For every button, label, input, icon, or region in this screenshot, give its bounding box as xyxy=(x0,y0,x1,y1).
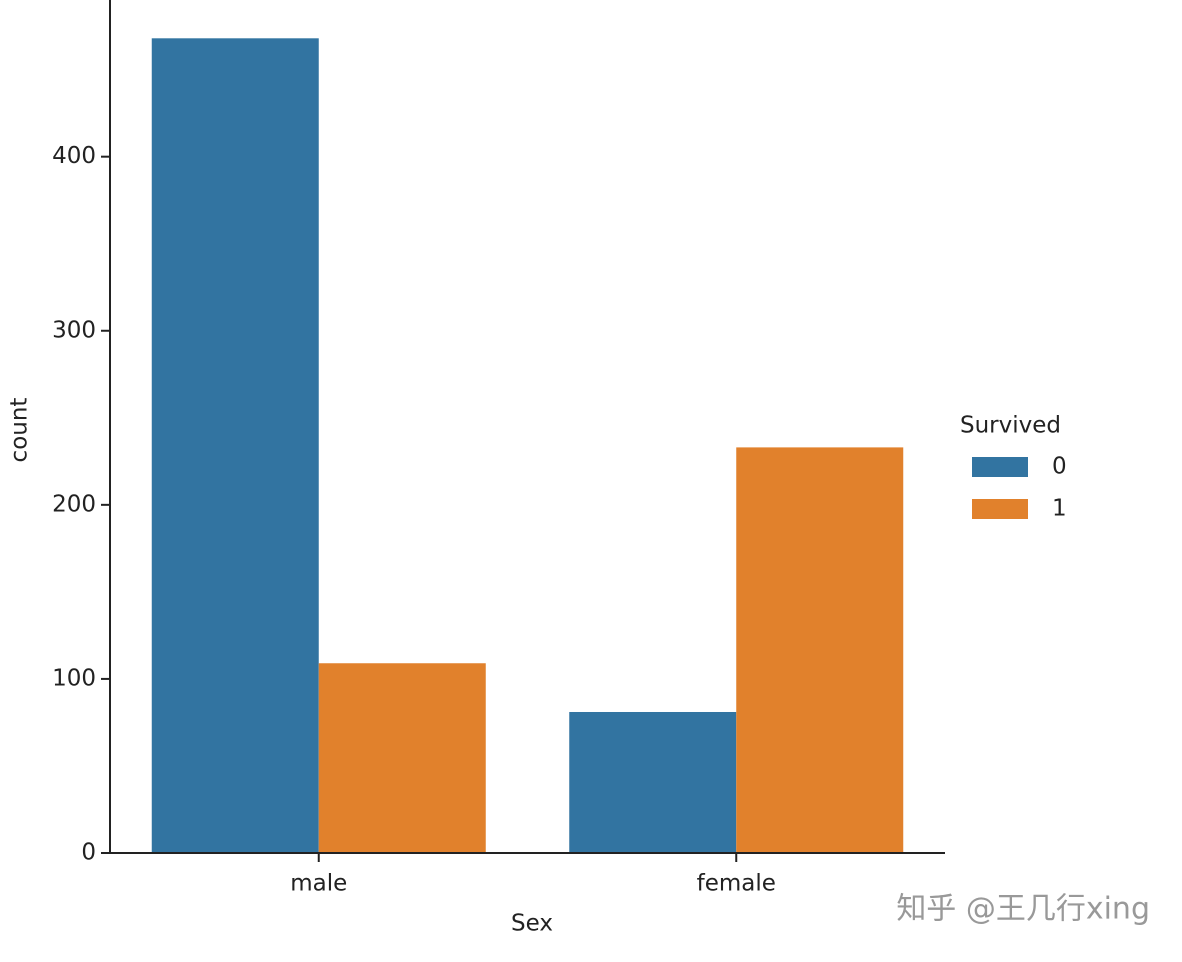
bar xyxy=(569,711,737,853)
y-tick-label: 400 xyxy=(52,143,96,169)
bar xyxy=(736,447,904,853)
legend-swatch xyxy=(972,499,1028,519)
y-tick-label: 200 xyxy=(52,491,96,517)
bar xyxy=(151,38,319,853)
legend-swatch xyxy=(972,457,1028,477)
legend-label: 0 xyxy=(1052,454,1067,480)
x-axis-label: Sex xyxy=(511,911,553,937)
x-tick-label: female xyxy=(697,871,776,897)
legend-title: Survived xyxy=(960,413,1061,439)
bar xyxy=(318,663,486,853)
watermark: 知乎 @王几行xing xyxy=(896,892,1150,927)
y-tick-label: 300 xyxy=(52,317,96,343)
y-tick-label: 100 xyxy=(52,665,96,691)
legend-label: 1 xyxy=(1052,496,1067,522)
x-tick-label: male xyxy=(290,871,347,897)
y-axis-label: count xyxy=(7,398,33,463)
y-tick-label: 0 xyxy=(81,840,96,866)
